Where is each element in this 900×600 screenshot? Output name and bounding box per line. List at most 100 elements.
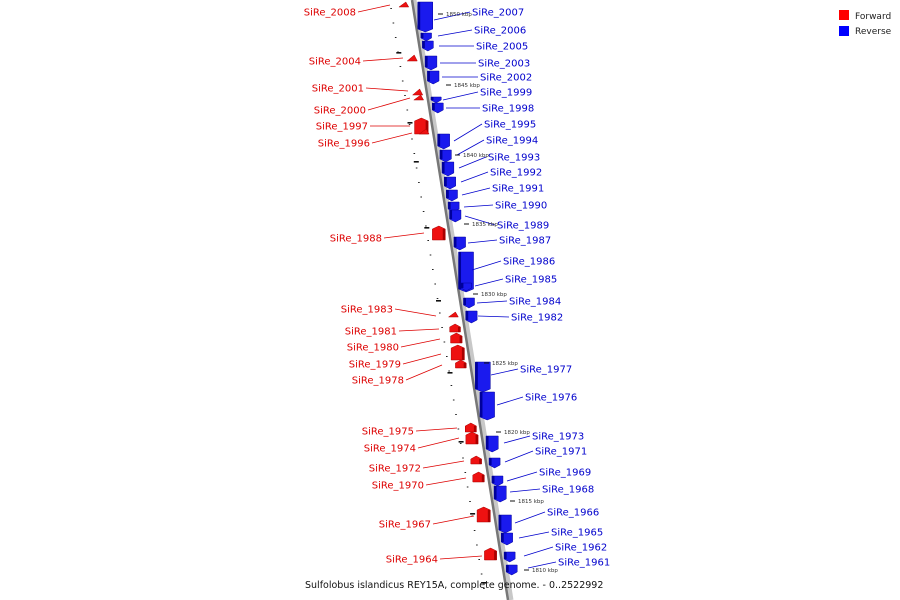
gene-labels: SiRe_2008 SiRe_2004 SiRe_2001 SiRe_2000 SiRe… — [304, 4, 610, 569]
axis-line — [410, 0, 510, 600]
gene-label-reverse: SiRe_1968 — [542, 485, 594, 496]
ruler-dot — [399, 66, 402, 67]
leader-line-reverse — [506, 471, 538, 482]
leader-line-forward — [398, 328, 440, 332]
gene-label-reverse: SiRe_2002 — [480, 73, 532, 84]
gene-label-reverse: SiRe_2003 — [478, 59, 530, 70]
ruler-dot — [415, 167, 418, 169]
reverse-gene-side — [453, 237, 457, 247]
leader-line-reverse — [503, 435, 531, 444]
leader-line-forward — [394, 308, 437, 317]
ruler-dash — [424, 227, 430, 229]
gene-label-reverse: SiRe_1990 — [495, 201, 547, 212]
genome-backbone — [410, 0, 514, 600]
scale-tick-label: 1820 kbp — [504, 430, 530, 436]
gene-label-reverse: SiRe_1998 — [482, 104, 534, 115]
gene-label-forward: SiRe_1996 — [318, 139, 370, 150]
forward-gene-side — [481, 475, 485, 482]
ruler-dot — [483, 588, 485, 589]
reverse-gene-side — [494, 486, 497, 499]
ruler-dot — [441, 327, 443, 328]
ruler-dot — [478, 559, 480, 560]
gene-label-forward: SiRe_1974 — [364, 444, 416, 455]
reverse-gene-side — [444, 177, 447, 186]
reverse-gene-side — [442, 162, 445, 173]
ruler-dot — [455, 414, 457, 415]
forward-gene-arrow[interactable] — [418, 128, 430, 135]
ruler-dot — [411, 138, 413, 140]
ruler-dash — [470, 513, 476, 515]
ruler-dot — [464, 472, 467, 473]
forward-gene-arrow[interactable] — [398, 1, 410, 8]
scale-tick-label: 1815 kbp — [518, 499, 544, 505]
gene-label-reverse: SiRe_1984 — [509, 297, 561, 308]
legend-reverse-label: Reverse — [855, 27, 892, 37]
leader-line-reverse — [471, 260, 502, 271]
forward-gene-arrow[interactable] — [406, 54, 418, 62]
legend: Forward Reverse — [839, 10, 892, 37]
forward-gene-side — [425, 121, 429, 134]
reverse-gene-side — [448, 202, 451, 209]
ruler-dot — [450, 385, 453, 386]
ruler-dot — [469, 501, 471, 502]
leader-line-forward — [415, 427, 458, 432]
leader-line-reverse — [433, 11, 471, 21]
reverse-gene-side — [506, 565, 509, 572]
ruler-dot — [422, 211, 425, 212]
reverse-gene-side — [425, 56, 428, 67]
gene-label-reverse: SiRe_1985 — [505, 275, 557, 286]
leader-line-reverse — [477, 315, 510, 318]
reverse-gene-side — [475, 362, 478, 389]
leader-line-reverse — [476, 300, 508, 304]
ruler-dot — [406, 109, 409, 111]
leader-line-reverse — [461, 187, 491, 196]
gene-label-forward: SiRe_2001 — [312, 84, 364, 95]
ruler-dot — [413, 153, 416, 154]
reverse-gene-side — [420, 33, 424, 38]
gene-label-forward: SiRe_1970 — [372, 481, 424, 492]
leader-line-reverse — [509, 488, 541, 493]
gene-label-reverse: SiRe_1966 — [547, 508, 599, 519]
gene-label-reverse: SiRe_1962 — [555, 543, 607, 554]
forward-gene-arrow[interactable] — [411, 88, 424, 96]
gene-label-forward: SiRe_1972 — [369, 464, 421, 475]
forward-gene-side — [459, 336, 463, 343]
ruler-dash — [481, 582, 487, 584]
ruler-dot — [443, 341, 446, 343]
gene-label-reverse: SiRe_1971 — [535, 447, 587, 458]
ruler-dot — [432, 269, 434, 270]
gene-label-reverse: SiRe_1986 — [503, 257, 555, 268]
ruler-dash — [447, 372, 453, 374]
forward-gene-side — [442, 229, 446, 240]
reverse-gene-side — [486, 436, 489, 449]
ruler-dash — [413, 161, 419, 163]
ruler-dot — [390, 8, 392, 9]
gene-label-forward: SiRe_1980 — [347, 343, 399, 354]
gene-label-forward: SiRe_1983 — [341, 305, 393, 316]
scale-tick-label: 1825 kbp — [492, 361, 518, 367]
ruler-dot — [394, 37, 397, 38]
ruler-dot — [436, 298, 439, 299]
ruler-dot — [457, 428, 460, 430]
leader-line-forward — [367, 97, 411, 111]
reverse-gene-side — [458, 252, 462, 289]
ruler-dot — [462, 457, 464, 459]
ruler-dot — [476, 544, 478, 546]
gene-label-reverse: SiRe_1989 — [497, 221, 549, 232]
gene-label-reverse: SiRe_1982 — [511, 313, 563, 324]
leader-line-forward — [362, 57, 404, 62]
gene-label-forward: SiRe_1967 — [379, 520, 431, 531]
scale-tick-label: 1835 kbp — [472, 222, 498, 228]
forward-gene-side — [461, 348, 465, 360]
ruler-dash — [407, 122, 413, 124]
reverse-gene-side — [427, 71, 430, 81]
gene-label-forward: SiRe_1975 — [362, 427, 414, 438]
scale-tick-label: 1840 kbp — [463, 153, 489, 159]
reverse-gene-side — [465, 311, 469, 320]
ruler-dot — [459, 443, 462, 444]
forward-gene-arrow[interactable] — [447, 311, 459, 318]
reverse-gene-side — [460, 283, 464, 288]
leader-line-reverse — [523, 546, 554, 557]
forward-gene-arrow[interactable] — [413, 94, 425, 101]
forward-gene-side — [457, 327, 461, 332]
